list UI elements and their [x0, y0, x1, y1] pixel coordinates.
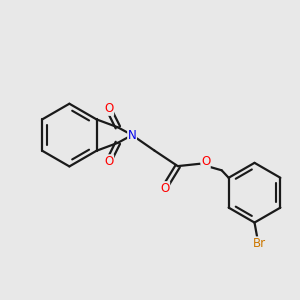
- Text: Br: Br: [252, 237, 266, 250]
- Text: O: O: [104, 155, 113, 168]
- Text: N: N: [128, 129, 136, 142]
- Text: O: O: [104, 102, 113, 115]
- Text: O: O: [201, 155, 210, 168]
- Text: O: O: [160, 182, 170, 195]
